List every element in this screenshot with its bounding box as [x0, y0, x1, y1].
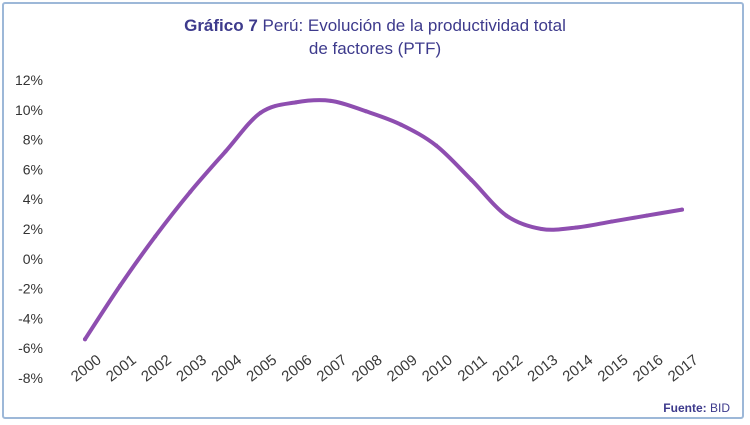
data-point [434, 143, 439, 148]
x-tick-label: 2006 [279, 351, 316, 385]
y-tick-label: 8% [23, 132, 43, 148]
x-tick-label: 2014 [559, 351, 596, 385]
data-point [574, 225, 579, 230]
data-point [83, 337, 87, 342]
data-point [258, 110, 263, 115]
y-tick-label: -8% [18, 370, 43, 386]
x-axis-ticks: 2000200120022003200420052006200720082009… [68, 351, 702, 385]
data-point [469, 177, 474, 182]
x-tick-label: 2009 [384, 351, 421, 385]
source-note: Fuente: BID [663, 401, 730, 415]
series-group [83, 98, 684, 342]
y-tick-label: 12% [15, 72, 43, 88]
data-point [539, 227, 544, 231]
chart-title-lead: Gráfico 7 [184, 16, 258, 35]
y-tick-label: 0% [23, 251, 43, 267]
data-point [223, 149, 228, 154]
x-tick-label: 2004 [208, 351, 245, 385]
data-point [399, 122, 404, 127]
x-tick-label: 2005 [243, 351, 280, 385]
y-tick-label: -2% [18, 281, 43, 297]
x-tick-label: 2012 [489, 351, 526, 385]
x-tick-label: 2017 [665, 351, 702, 385]
y-tick-label: -6% [18, 340, 43, 356]
y-tick-label: 2% [23, 221, 43, 237]
chart-title-line2: de factores (PTF) [308, 39, 442, 58]
x-tick-label: 2008 [349, 351, 386, 385]
y-tick-label: 10% [15, 102, 43, 118]
data-point [504, 213, 509, 218]
source-value: BID [709, 401, 730, 415]
data-point [328, 98, 333, 103]
x-tick-label: 2013 [524, 351, 561, 385]
y-tick-label: -4% [18, 310, 43, 326]
data-point [293, 100, 298, 105]
y-axis-ticks: -8% -6% -4% -2% 0% 2% 4% 6% 8% 10% 12% [15, 72, 43, 386]
data-point [118, 283, 123, 288]
x-tick-label: 2003 [173, 351, 210, 385]
x-tick-label: 2002 [138, 351, 175, 385]
source-label: Fuente: [663, 401, 707, 415]
chart-frame [2, 2, 744, 419]
x-tick-label: 2007 [314, 351, 351, 385]
data-point [363, 109, 368, 114]
x-tick-label: 2001 [103, 351, 140, 385]
series-line [83, 98, 684, 342]
y-tick-label: 4% [23, 191, 43, 207]
x-tick-label: 2016 [630, 351, 667, 385]
data-point [644, 213, 649, 218]
x-tick-label: 2011 [455, 352, 491, 385]
data-point [188, 189, 193, 194]
x-tick-label: 2015 [595, 351, 632, 385]
data-point [680, 207, 684, 212]
chart-title: Gráfico 7 Perú: Evolución de la producti… [0, 14, 750, 60]
x-tick-label: 2000 [68, 351, 105, 385]
y-tick-label: 6% [23, 161, 43, 177]
data-point [153, 234, 158, 239]
data-point [609, 219, 614, 224]
chart-title-line1: Perú: Evolución de la productividad tota… [262, 16, 566, 35]
x-tick-label: 2010 [419, 351, 456, 385]
